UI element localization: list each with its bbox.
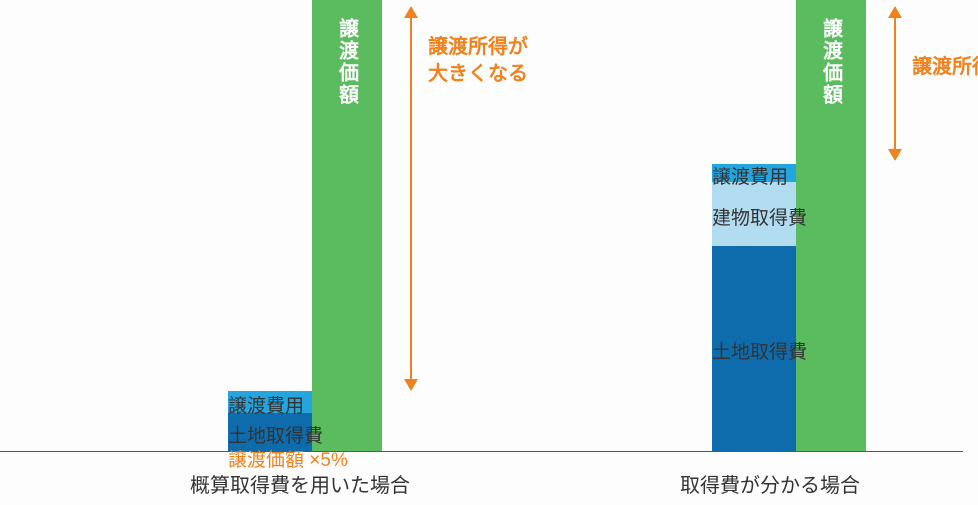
baseline: [0, 451, 963, 452]
left-land_cost-label: 土地取得費: [228, 421, 236, 448]
left-transfer_cost-label: 譲渡費用: [228, 391, 236, 418]
left-caption: 概算取得費を用いた場合: [190, 469, 410, 498]
left-transfer-price-bar: 譲渡価額: [312, 0, 382, 451]
right-transfer_cost-label: 譲渡費用: [712, 162, 720, 189]
right-land_cost-label: 土地取得費: [712, 337, 720, 364]
right-income-arrow: 譲渡所得: [894, 6, 896, 161]
right-transfer-price-label: 譲渡価額: [817, 18, 846, 106]
chart-canvas: 譲渡価額譲渡費用土地取得費譲渡価額 ×5%譲渡所得が大きくなる概算取得費を用いた…: [0, 0, 978, 505]
left-land_cost-subnote: 譲渡価額 ×5%: [228, 445, 236, 472]
left-income-arrow: 譲渡所得が大きくなる: [410, 6, 412, 391]
right-caption: 取得費が分かる場合: [680, 469, 860, 498]
right-income-arrow-text: 譲渡所得: [912, 54, 978, 81]
right-building_cost-label: 建物取得費: [712, 203, 720, 230]
left-transfer-price-label: 譲渡価額: [333, 18, 362, 106]
left-income-arrow-text: 譲渡所得が大きくなる: [428, 34, 528, 88]
